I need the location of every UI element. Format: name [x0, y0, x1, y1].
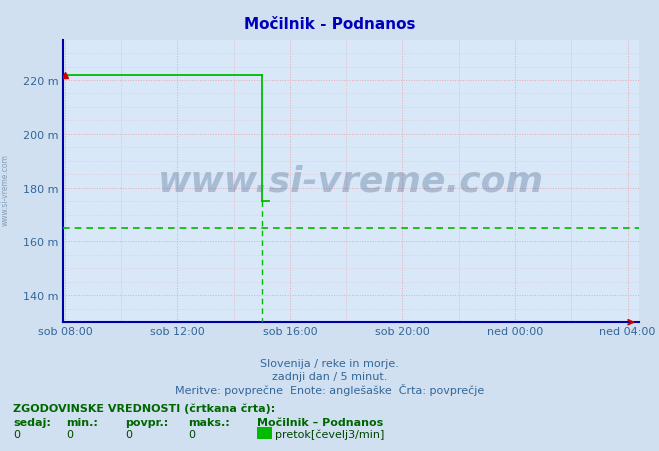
Text: 0: 0 — [13, 429, 20, 439]
Text: 0: 0 — [125, 429, 132, 439]
Text: 0: 0 — [66, 429, 73, 439]
Text: pretok[čevelj3/min]: pretok[čevelj3/min] — [275, 428, 384, 439]
Text: povpr.:: povpr.: — [125, 417, 169, 427]
Text: sedaj:: sedaj: — [13, 417, 51, 427]
Text: zadnji dan / 5 minut.: zadnji dan / 5 minut. — [272, 372, 387, 382]
Text: 0: 0 — [188, 429, 195, 439]
Text: www.si-vreme.com: www.si-vreme.com — [1, 153, 10, 226]
Text: Slovenija / reke in morje.: Slovenija / reke in morje. — [260, 358, 399, 368]
Text: Meritve: povprečne  Enote: anglešaške  Črta: povprečje: Meritve: povprečne Enote: anglešaške Črt… — [175, 383, 484, 395]
Text: Močilnik – Podnanos: Močilnik – Podnanos — [257, 417, 384, 427]
Text: min.:: min.: — [66, 417, 98, 427]
Text: Močilnik - Podnanos: Močilnik - Podnanos — [244, 17, 415, 32]
Text: maks.:: maks.: — [188, 417, 229, 427]
Text: www.si-vreme.com: www.si-vreme.com — [158, 165, 544, 198]
Text: ZGODOVINSKE VREDNOSTI (črtkana črta):: ZGODOVINSKE VREDNOSTI (črtkana črta): — [13, 403, 275, 414]
